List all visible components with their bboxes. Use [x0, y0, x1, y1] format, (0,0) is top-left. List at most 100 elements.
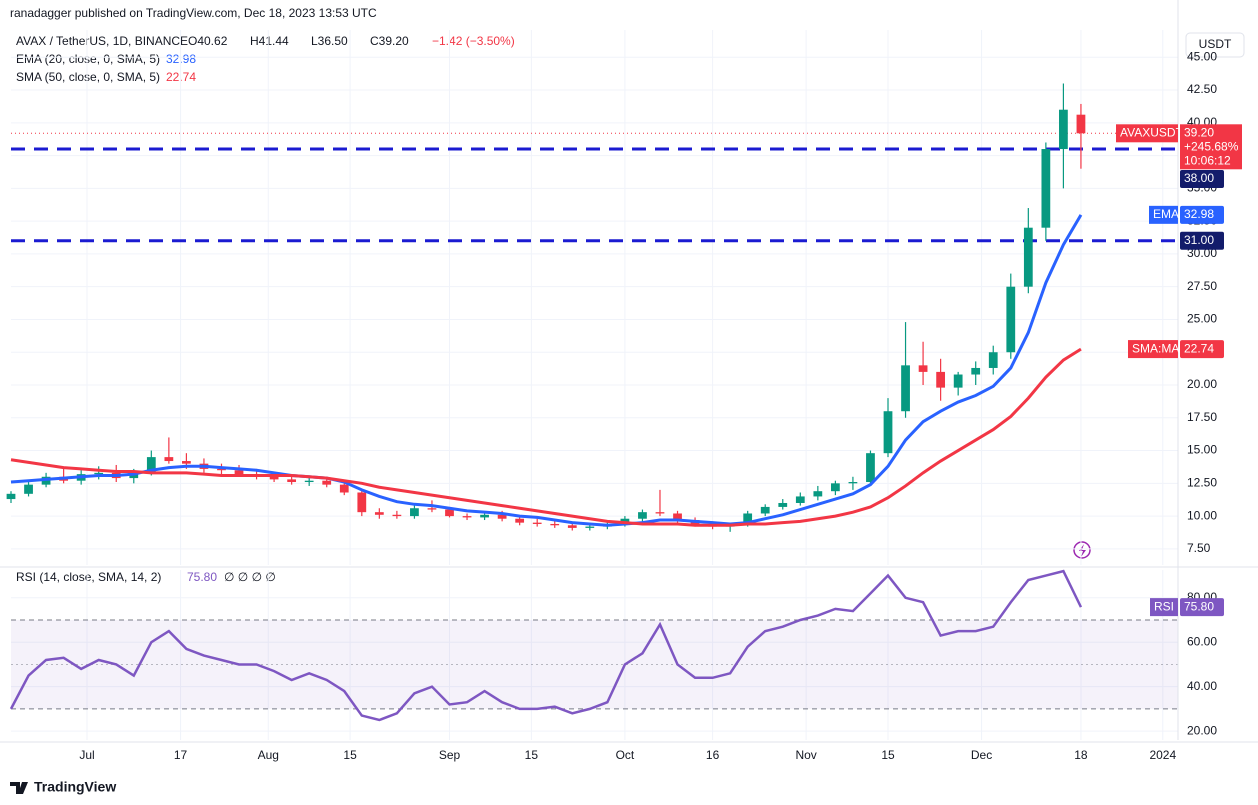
candle-body: [1041, 149, 1051, 228]
y-tick-label: 27.50: [1187, 279, 1217, 293]
ma-tag-box: [1180, 205, 1224, 224]
change: −1.42 (−3.50%): [432, 34, 515, 48]
rsi-band: [11, 620, 1178, 709]
rsi-legend-value: 75.80: [187, 570, 217, 584]
x-tick-label: Aug: [258, 748, 279, 762]
x-tick-label: Dec: [971, 748, 992, 762]
candle-body: [673, 513, 682, 521]
x-tick-label: 15: [343, 748, 357, 762]
level-tag-box: [1180, 170, 1224, 189]
candle-body: [234, 470, 244, 475]
publisher: ranadagger published on TradingView.com,…: [10, 6, 377, 20]
ma-tag-name: SMA:MA: [1132, 341, 1179, 355]
candle-body: [848, 482, 858, 484]
level-tag-box: [1180, 231, 1224, 250]
candle-body: [743, 513, 753, 526]
candle-body: [813, 491, 823, 497]
brand-logo: [10, 782, 28, 794]
x-tick-label: 15: [525, 748, 539, 762]
candle-body: [1023, 227, 1033, 287]
y-tick-label: 20.00: [1187, 377, 1217, 391]
candle-body: [936, 371, 946, 388]
symbol-title: AVAX / TetherUS, 1D, BINANCE: [16, 34, 188, 48]
candle-body: [953, 374, 963, 388]
candle-body: [146, 457, 156, 473]
x-tick-label: 18: [1074, 748, 1088, 762]
x-tick-label: 17: [174, 748, 188, 762]
rsi-tick-label: 60.00: [1187, 634, 1217, 648]
x-tick-label: 15: [881, 748, 895, 762]
rsi-tag-name: RSI: [1154, 599, 1174, 613]
candle-body: [760, 506, 770, 514]
y-tick-label: 25.00: [1187, 312, 1217, 326]
candle-body: [94, 472, 104, 475]
level-tag-text: 38.00: [1184, 171, 1214, 185]
candle-body: [795, 496, 805, 503]
candle-body: [778, 502, 788, 507]
candle-body: [1076, 114, 1086, 134]
rsi-tick-label: 20.00: [1187, 723, 1217, 737]
x-tick-label: Oct: [616, 748, 635, 762]
ma-tag-name-box: [1149, 205, 1178, 224]
candle-body: [182, 461, 191, 464]
rsi-line: [9, 569, 1083, 722]
currency-label[interactable]: USDT: [1199, 37, 1232, 51]
candle-body: [164, 457, 174, 462]
candle-body: [883, 411, 893, 454]
candle-body: [550, 523, 560, 526]
candle-body: [287, 479, 297, 483]
candle-body: [445, 509, 454, 517]
rsi-tag-name-box: [1150, 598, 1178, 617]
candle-body: [655, 512, 665, 514]
level-tag-text: 31.00: [1184, 233, 1214, 247]
candle-body: [427, 508, 437, 510]
price-tag-box: [1180, 124, 1242, 170]
candle-body: [392, 514, 402, 517]
candle-body: [866, 453, 875, 483]
candle-body: [585, 526, 595, 528]
y-tick-label: 15.00: [1187, 443, 1217, 457]
y-tick-label: 10.00: [1187, 508, 1217, 522]
rsi-tag-text: 75.80: [1184, 599, 1214, 613]
y-tick-label: 17.50: [1187, 410, 1217, 424]
ma-line: [10, 347, 1082, 527]
x-tick-label: Jul: [79, 748, 94, 762]
sma-legend-value: 22.74: [166, 70, 196, 84]
y-tick-label: 45.00: [1187, 49, 1217, 63]
ohlc-high: H41.44: [250, 34, 289, 48]
candle-body: [1006, 286, 1016, 353]
candle-body: [497, 514, 507, 519]
candle-body: [515, 518, 525, 523]
ohlc-close: C39.20: [370, 34, 409, 48]
price-tag-line: 39.20: [1184, 125, 1214, 139]
alert-icon[interactable]: [1073, 541, 1091, 559]
candle-body: [532, 522, 542, 524]
candle-body: [638, 512, 647, 519]
x-tick-label: Nov: [795, 748, 816, 762]
candle-body: [304, 480, 314, 483]
ema-legend: EMA (20, close, 0, SMA, 5): [16, 52, 160, 66]
ma-line: [10, 214, 1083, 527]
candle-body: [24, 484, 33, 494]
candle-body: [410, 508, 419, 517]
ma-tag-text: 32.98: [1184, 207, 1214, 221]
candle-body: [462, 516, 472, 518]
candle-body: [918, 365, 928, 372]
ohlc-low: L36.50: [311, 34, 348, 48]
x-tick-label: 16: [706, 748, 720, 762]
ohlc-open: O40.62: [188, 34, 228, 48]
currency-button[interactable]: [1185, 32, 1245, 58]
ma-tag-name-box: [1128, 340, 1178, 359]
x-tick-label: 2024: [1149, 748, 1176, 762]
candle-body: [6, 493, 16, 500]
y-tick-label: 42.50: [1187, 82, 1217, 96]
price-tag-line: 10:06:12: [1184, 153, 1231, 167]
candle-body: [567, 525, 577, 528]
ma-tag-box: [1180, 340, 1224, 359]
y-tick-label: 12.50: [1187, 475, 1217, 489]
sma-legend: SMA (50, close, 0, SMA, 5): [16, 70, 160, 84]
candle-body: [357, 492, 367, 513]
rsi-legend: RSI (14, close, SMA, 14, 2): [16, 570, 161, 584]
